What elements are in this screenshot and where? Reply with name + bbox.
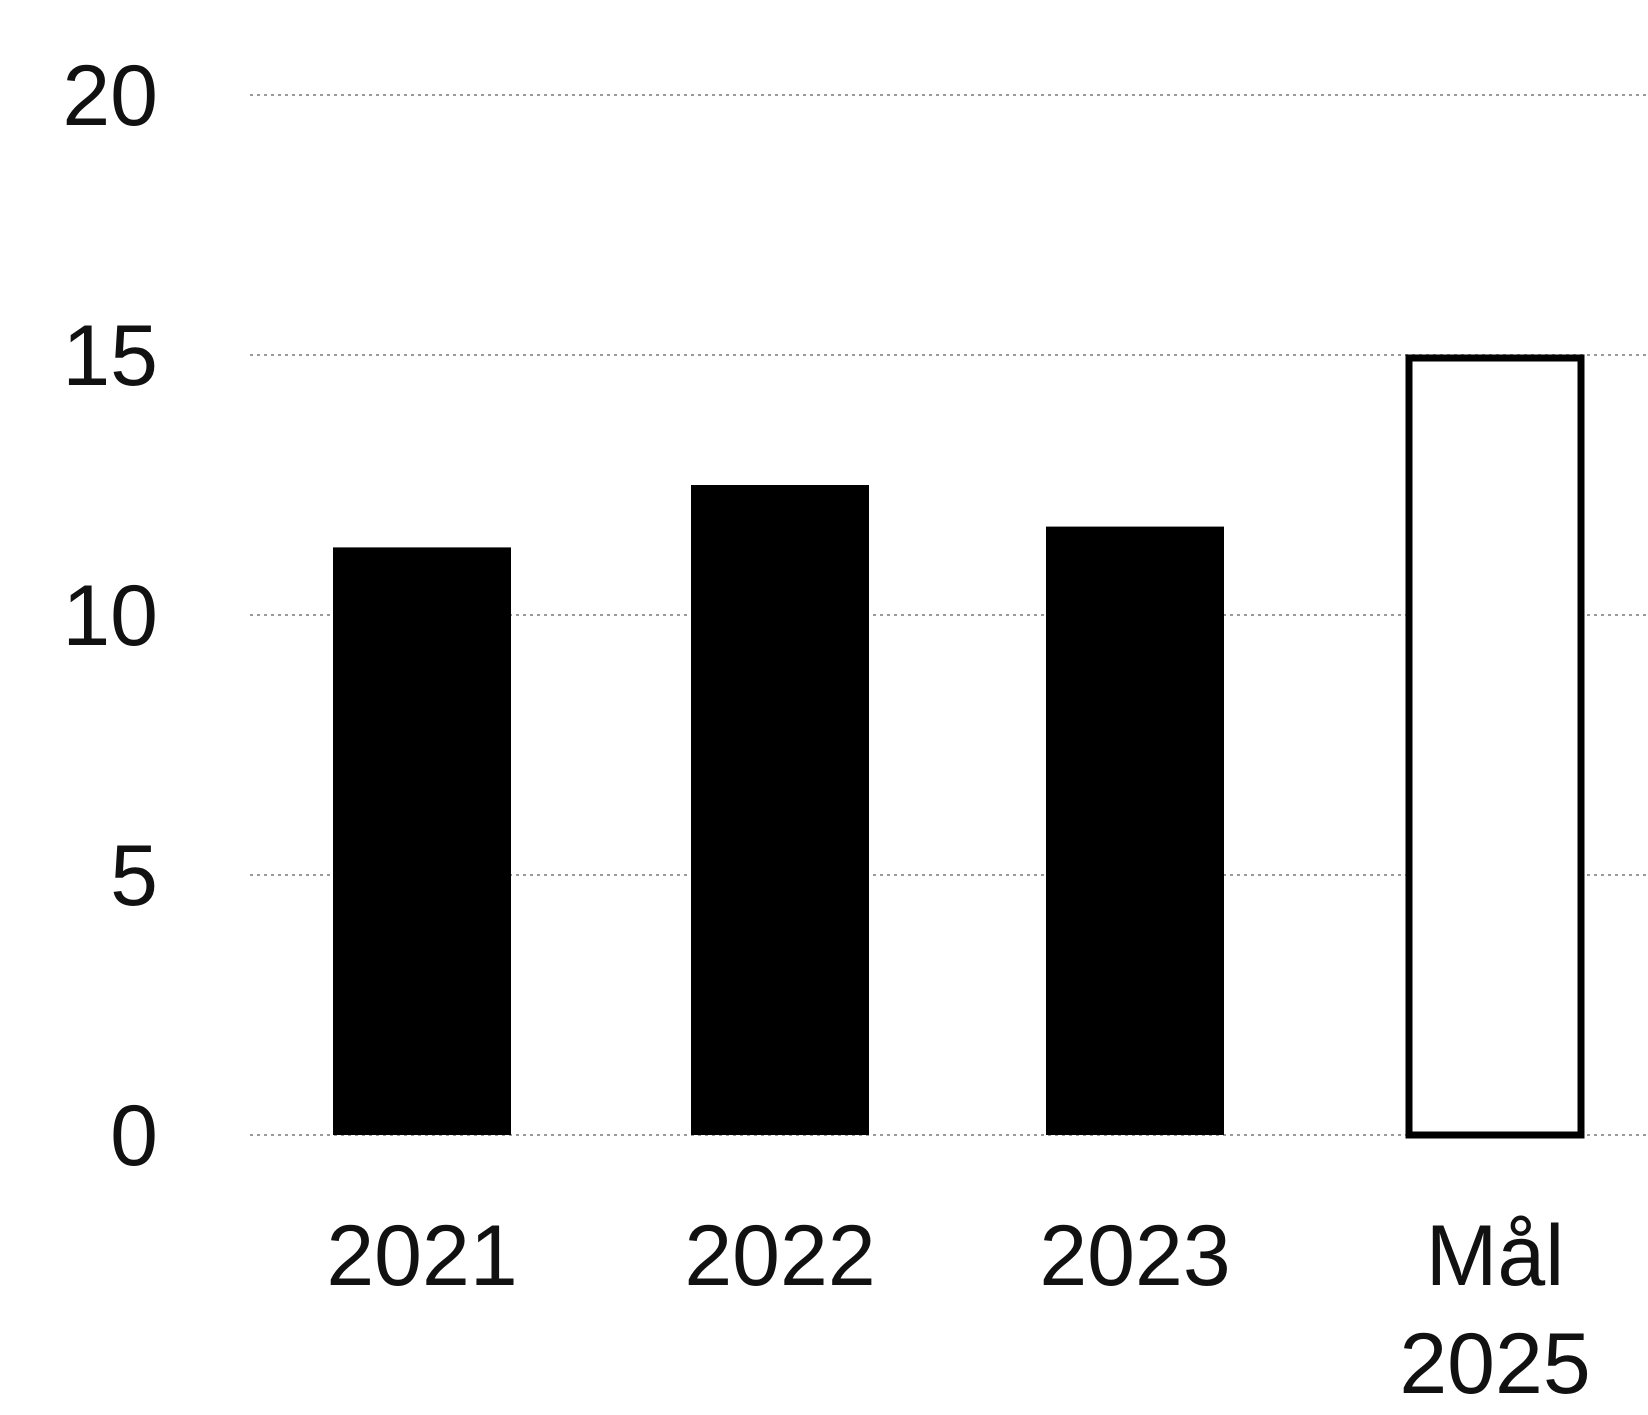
x-category-label-2: 2022 [684, 1208, 875, 1304]
y-tick-label-15: 15 [62, 308, 158, 404]
y-tick-label-5: 5 [110, 828, 158, 924]
x-category-label-3: 2023 [1039, 1208, 1230, 1304]
y-tick-label-10: 10 [62, 568, 158, 664]
x-axis-labels: 2021 2022 2023 Mål 2025 [326, 1208, 1590, 1412]
x-category-label-4: Mål 2025 [1399, 1208, 1590, 1412]
x-category-label-1: 2021 [326, 1208, 517, 1304]
bar-mål-2025 [1405, 354, 1585, 1139]
y-tick-label-0: 0 [110, 1088, 158, 1184]
y-tick-label-20: 20 [62, 48, 158, 144]
bars [333, 354, 1585, 1139]
y-axis-ticks: 0 5 10 15 20 [62, 48, 158, 1184]
bar-2023 [1046, 526, 1224, 1135]
bar-2022 [691, 485, 869, 1135]
bar-2021 [333, 547, 511, 1135]
